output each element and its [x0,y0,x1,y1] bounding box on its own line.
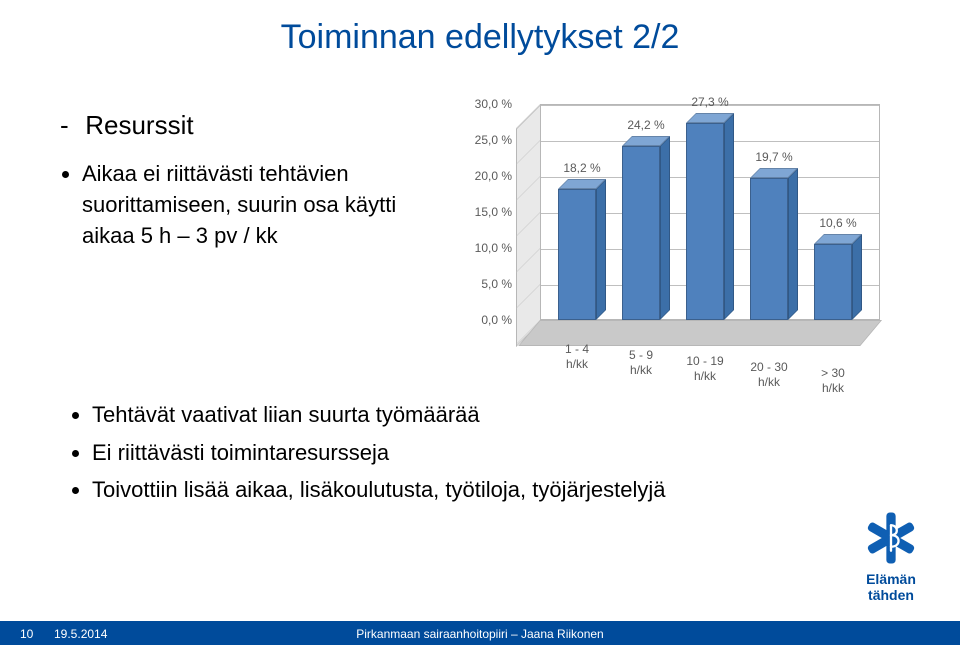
sub-bullet-item: Aikaa ei riittävästi tehtävien suorittam… [82,159,420,251]
bar-value-label: 18,2 % [563,161,600,175]
heading-line: - Resurssit [60,110,420,141]
x-tick-label: 10 - 19h/kk [686,354,723,384]
lower-bullet-item: Toivottiin lisää aikaa, lisäkoulutusta, … [92,475,820,505]
y-tick-label: 5,0 % [456,277,512,291]
bar [814,244,852,320]
y-tick-label: 30,0 % [456,97,512,111]
star-of-life-icon [862,509,920,567]
chart-plot: 0,0 %5,0 %10,0 %15,0 %20,0 %25,0 %30,0 %… [540,104,880,320]
x-tick-label: > 30h/kk [821,366,845,396]
bar [750,178,788,320]
chart-side-wall [516,104,541,347]
bar-value-label: 10,6 % [819,216,856,230]
y-tick-label: 25,0 % [456,133,512,147]
x-tick-label: 1 - 4h/kk [565,342,589,372]
bar-value-label: 19,7 % [755,150,792,164]
slide-title: Toiminnan edellytykset 2/2 [0,18,960,57]
dash-icon: - [60,110,78,141]
lower-bullet-item: Tehtävät vaativat liian suurta työmäärää [92,400,820,430]
left-content: - Resurssit Aikaa ei riittävästi tehtävi… [60,110,420,251]
bar-value-label: 27,3 % [691,95,728,109]
logo-line2: tähden [862,587,920,603]
y-tick-label: 0,0 % [456,313,512,327]
lower-bullets: Tehtävät vaativat liian suurta työmäärää… [60,400,820,513]
logo-text: Elämän tähden [862,571,920,603]
slide: Toiminnan edellytykset 2/2 - Resurssit A… [0,0,960,645]
lower-bullet-list: Tehtävät vaativat liian suurta työmäärää… [60,400,820,505]
y-tick-label: 15,0 % [456,205,512,219]
y-tick-label: 10,0 % [456,241,512,255]
logo-line1: Elämän [862,571,920,587]
bar-chart: 0,0 %5,0 %10,0 %15,0 %20,0 %25,0 %30,0 %… [478,96,898,384]
bar [558,189,596,320]
x-tick-label: 20 - 30h/kk [750,360,787,390]
chart-series [540,104,880,320]
heading-text: Resurssit [85,110,193,140]
x-tick-label: 5 - 9h/kk [629,348,653,378]
chart-x-labels: 1 - 4h/kk5 - 9h/kk10 - 19h/kk20 - 30h/kk… [540,342,880,386]
bar [686,123,724,320]
lower-bullet-item: Ei riittävästi toimintaresursseja [92,438,820,468]
brand-logo: Elämän tähden [862,509,920,603]
bar-value-label: 24,2 % [627,118,664,132]
bar [622,146,660,320]
sub-bullet-list: Aikaa ei riittävästi tehtävien suorittam… [60,159,420,251]
y-tick-label: 20,0 % [456,169,512,183]
footer-center: Pirkanmaan sairaanhoitopiiri – Jaana Rii… [0,627,960,641]
